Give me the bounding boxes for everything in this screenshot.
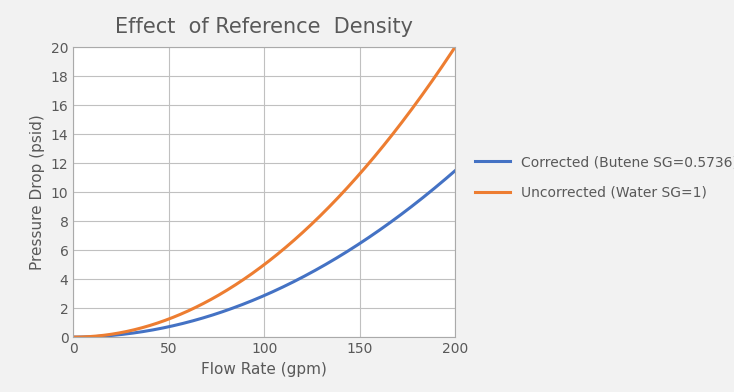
Uncorrected (Water SG=1) xyxy=(441,58,450,63)
Line: Corrected (Butene SG=0.5736): Corrected (Butene SG=0.5736) xyxy=(73,171,455,337)
Y-axis label: Pressure Drop (psid): Pressure Drop (psid) xyxy=(30,114,46,270)
Corrected (Butene SG=0.5736) xyxy=(69,335,78,339)
Corrected (Butene SG=0.5736) xyxy=(250,297,259,302)
Corrected (Butene SG=0.5736) xyxy=(296,276,305,281)
Uncorrected (Water SG=1) xyxy=(250,269,259,274)
Corrected (Butene SG=0.5736) xyxy=(252,296,261,301)
Uncorrected (Water SG=1) xyxy=(296,232,305,237)
Title: Effect  of Reference  Density: Effect of Reference Density xyxy=(115,17,413,37)
X-axis label: Flow Rate (gpm): Flow Rate (gpm) xyxy=(201,361,327,377)
Uncorrected (Water SG=1) xyxy=(382,140,390,145)
Legend: Corrected (Butene SG=0.5736), Uncorrected (Water SG=1): Corrected (Butene SG=0.5736), Uncorrecte… xyxy=(470,150,734,205)
Corrected (Butene SG=0.5736) xyxy=(275,286,284,291)
Corrected (Butene SG=0.5736) xyxy=(382,223,390,228)
Corrected (Butene SG=0.5736) xyxy=(451,169,459,173)
Uncorrected (Water SG=1) xyxy=(252,268,261,272)
Uncorrected (Water SG=1) xyxy=(275,250,284,254)
Uncorrected (Water SG=1) xyxy=(451,45,459,49)
Line: Uncorrected (Water SG=1): Uncorrected (Water SG=1) xyxy=(73,47,455,337)
Uncorrected (Water SG=1) xyxy=(69,335,78,339)
Corrected (Butene SG=0.5736) xyxy=(441,176,450,181)
